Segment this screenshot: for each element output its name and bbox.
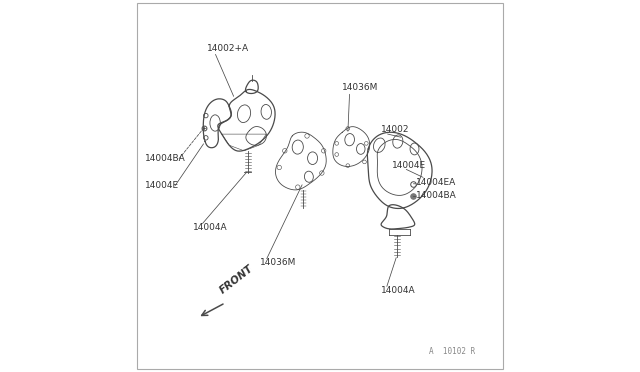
Text: 14004E: 14004E <box>145 181 179 190</box>
Text: 14004BA: 14004BA <box>145 154 186 163</box>
Text: 14004BA: 14004BA <box>417 191 457 200</box>
Text: 14002: 14002 <box>381 125 410 134</box>
Text: 14004E: 14004E <box>392 161 426 170</box>
Text: 14004A: 14004A <box>193 223 228 232</box>
Text: A  10102 R: A 10102 R <box>429 347 476 356</box>
Text: 14002+A: 14002+A <box>207 44 249 53</box>
Text: 14004EA: 14004EA <box>417 178 456 187</box>
Text: 14004A: 14004A <box>381 286 416 295</box>
Text: 14036M: 14036M <box>260 258 296 267</box>
Text: FRONT: FRONT <box>218 263 255 295</box>
Text: 14036M: 14036M <box>342 83 378 92</box>
